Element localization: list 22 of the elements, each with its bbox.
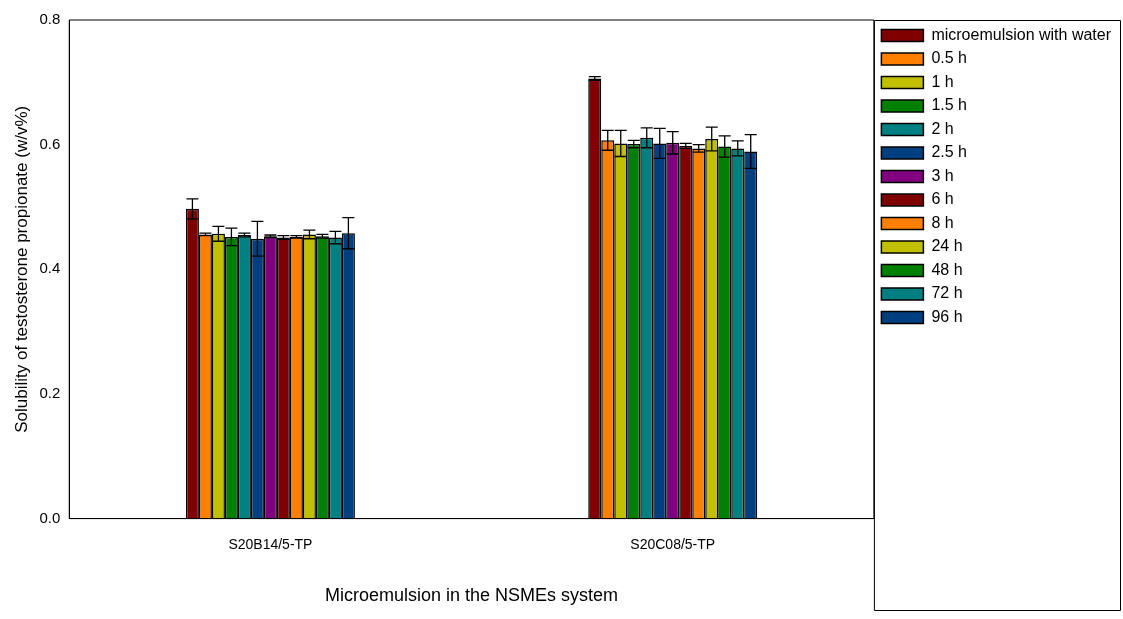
legend-label: 24 h xyxy=(931,237,963,255)
legend-label: 48 h xyxy=(931,260,963,278)
y-tick-label: 0.4 xyxy=(39,259,61,277)
legend-label: 1.5 h xyxy=(931,96,967,114)
y-tick-label: 0.0 xyxy=(39,508,61,526)
legend-label: 2 h xyxy=(931,119,954,137)
legend-label: 0.5 h xyxy=(931,49,967,67)
legend-label: 6 h xyxy=(931,190,954,208)
y-axis-title: Solubility of testosterone propionate (w/v%) xyxy=(11,105,31,433)
y-tick-label: 0.6 xyxy=(39,134,61,152)
legend-label: 8 h xyxy=(931,213,954,231)
x-tick-label: S20C08/5-TP xyxy=(630,535,716,552)
legend-label: 96 h xyxy=(931,307,963,325)
y-tick-label: 0.8 xyxy=(39,10,61,28)
legend-label: 72 h xyxy=(931,284,963,302)
legend-label: 3 h xyxy=(931,166,954,184)
y-tick-label: 0.2 xyxy=(39,384,61,402)
x-axis-title: Microemulsion in the NSMEs system xyxy=(325,585,619,606)
legend-label: 2.5 h xyxy=(931,143,967,161)
legend-label: microemulsion with water xyxy=(931,25,1112,43)
legend-label: 1 h xyxy=(931,72,954,90)
x-tick-label: S20B14/5-TP xyxy=(228,535,313,552)
